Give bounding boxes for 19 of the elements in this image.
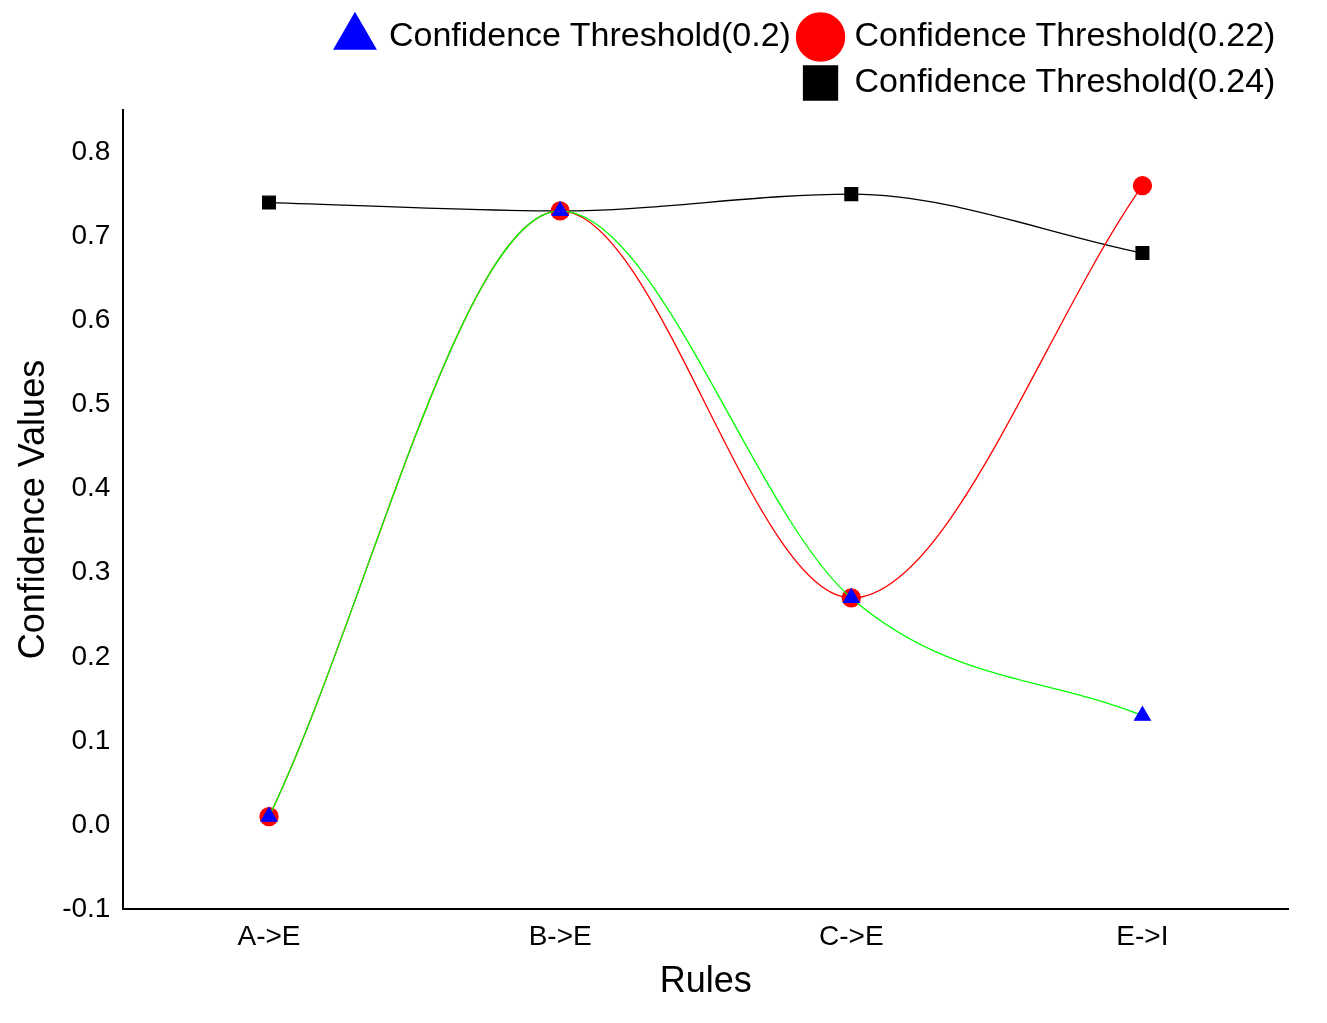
y-tick-label: 0.3 [71, 555, 111, 587]
y-tick-label: 0.8 [71, 134, 111, 166]
y-tick-label: 0.1 [71, 723, 111, 755]
y-tick-label: 0.6 [71, 303, 111, 335]
y-tick-label: 0.4 [71, 471, 111, 503]
legend-label: Confidence Threshold(0.24) [854, 61, 1276, 100]
y-tick-label: 0.5 [71, 387, 111, 419]
y-axis-title: Confidence Values [10, 359, 52, 660]
x-tick-label: B->E [528, 919, 592, 951]
y-tick-label: 0.0 [71, 807, 111, 839]
legend-label: Confidence Threshold(0.22) [854, 15, 1276, 54]
y-tick-label: 0.2 [71, 639, 111, 671]
x-axis-title: Rules [659, 959, 752, 1001]
x-tick-label: C->E [819, 919, 884, 951]
legend-label: Confidence Threshold(0.2) [388, 15, 791, 54]
y-tick-label: -0.1 [62, 891, 111, 923]
x-tick-label: E->I [1116, 919, 1169, 951]
x-tick-label: A->E [237, 919, 301, 951]
y-tick-label: 0.7 [71, 218, 111, 250]
